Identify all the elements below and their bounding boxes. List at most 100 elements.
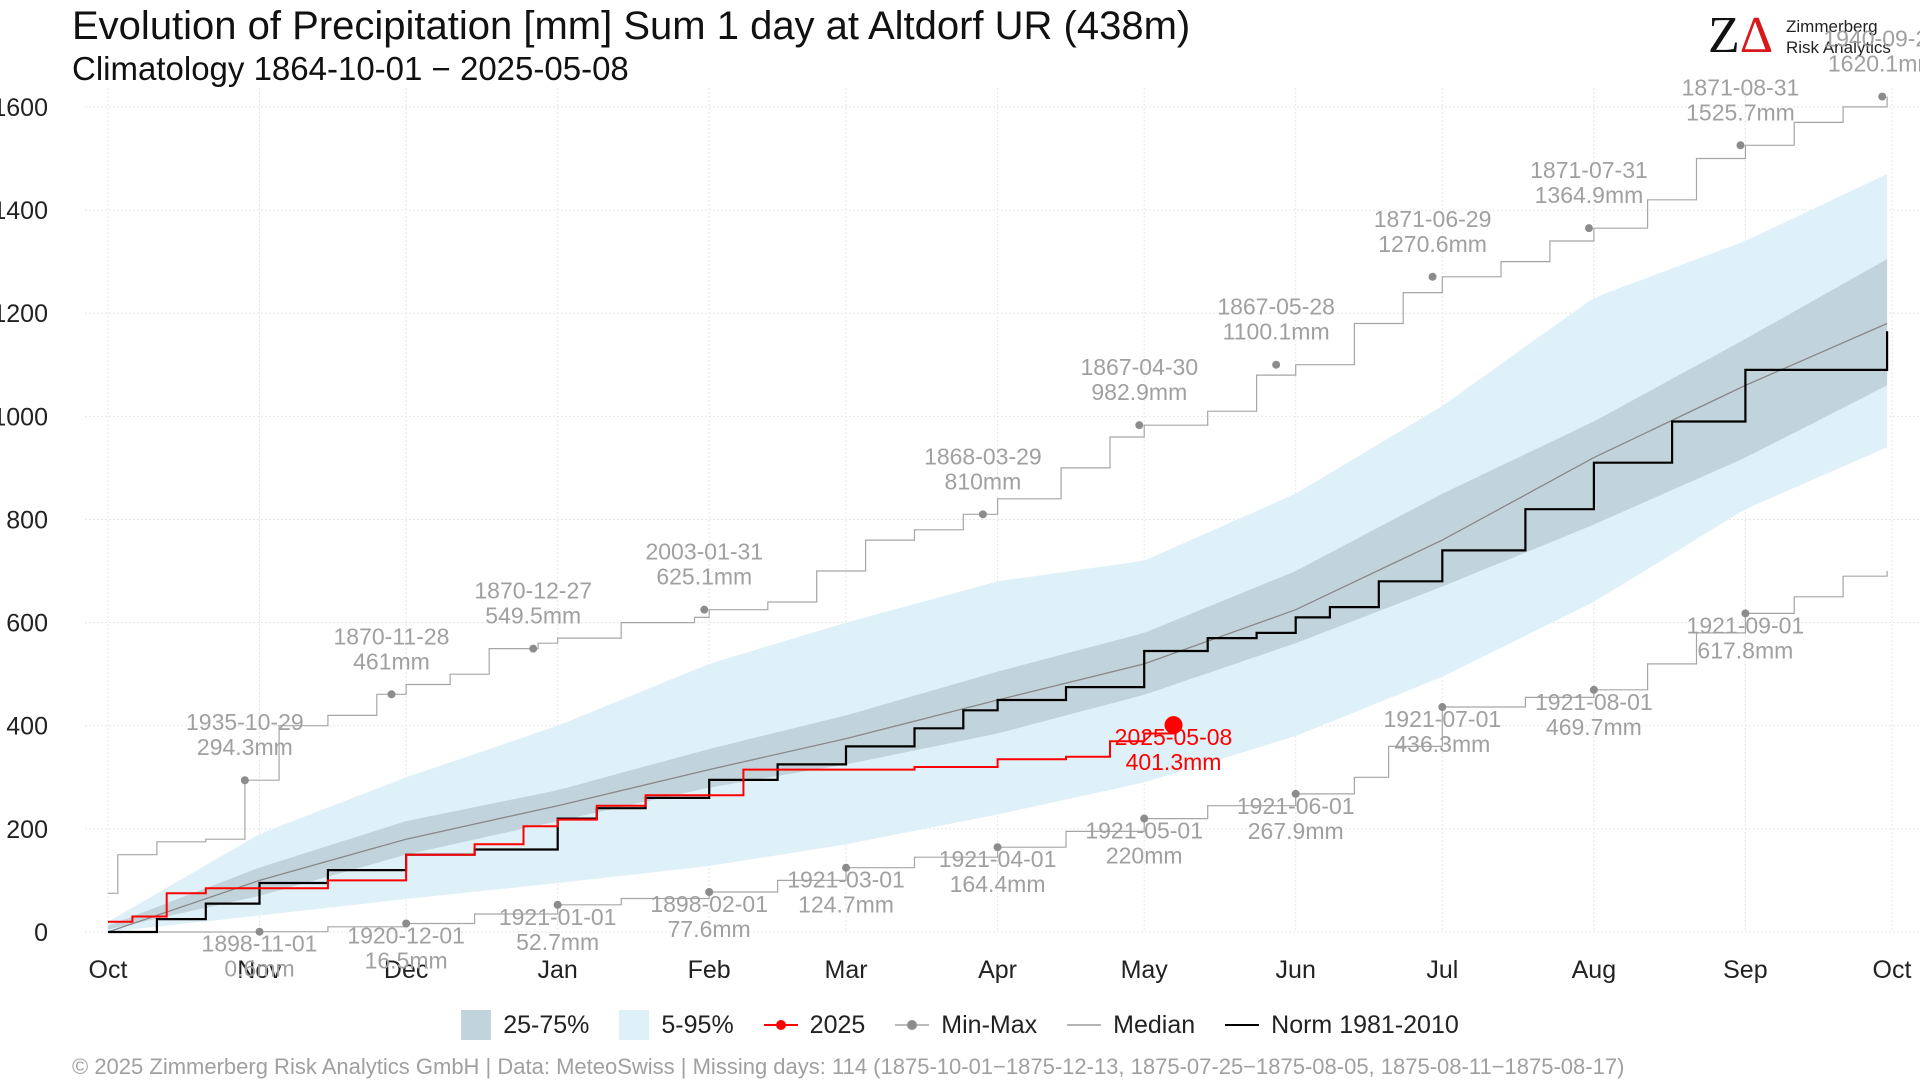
max-annotation-date: 1940-09-29: [1823, 26, 1920, 52]
min-annotation-point: [553, 900, 562, 909]
x-tick-label: Aug: [1572, 956, 1616, 984]
min-annotation-point: [255, 927, 264, 936]
max-annotation-value: 982.9mm: [1091, 379, 1187, 405]
company-logo: ZΔ Zimmerberg Risk Analytics: [1708, 8, 1908, 68]
legend-line-norm: [1225, 1024, 1260, 1026]
y-tick-label: 1600: [0, 94, 48, 122]
min-annotation-date: 1921-07-01: [1384, 706, 1502, 732]
max-annotation-date: 1870-11-28: [334, 623, 450, 649]
max-annotation-date: 1867-04-30: [1080, 354, 1198, 380]
min-annotation-date: 1921-04-01: [939, 846, 1057, 872]
x-tick-label: May: [1121, 956, 1169, 984]
max-annotation-point: [1736, 141, 1745, 150]
min-annotation-point: [1291, 789, 1300, 798]
logo-text: Zimmerberg Risk Analytics: [1786, 17, 1891, 57]
footer-credit: © 2025 Zimmerberg Risk Analytics GmbH | …: [72, 1054, 1625, 1079]
y-tick-label: 800: [6, 506, 48, 534]
legend-swatch-25-75: [461, 1010, 492, 1040]
y-tick-label: 0: [34, 919, 48, 947]
x-tick-label: Jul: [1426, 956, 1458, 984]
min-annotation-date: 1921-01-01: [499, 904, 617, 930]
max-annotation-date: 1871-08-31: [1682, 74, 1800, 100]
max-annotation-date: 1870-12-27: [474, 578, 592, 604]
max-annotation-date: 1871-06-29: [1374, 206, 1492, 232]
y-tick-label: 1000: [0, 403, 48, 431]
min-annotation-value: 77.6mm: [668, 916, 751, 942]
band-5-95: [108, 174, 1888, 932]
min-annotation-date: 1921-03-01: [787, 867, 905, 893]
legend-item-25-75: 25-75%: [461, 1010, 589, 1040]
max-annotation-point: [1878, 92, 1887, 101]
max-annotation-value: 810mm: [945, 468, 1022, 494]
max-annotation-value: 549.5mm: [485, 603, 581, 629]
y-tick-label: 400: [6, 713, 48, 741]
y-tick-label: 200: [6, 816, 48, 844]
min-annotation-value: 124.7mm: [798, 892, 894, 918]
min-annotation-point: [1741, 609, 1750, 618]
chart-subtitle: Climatology 1864-10-01 − 2025-05-08: [72, 50, 629, 87]
x-tick-label: Dec: [384, 956, 428, 984]
chart-title: Evolution of Precipitation [mm] Sum 1 da…: [72, 4, 1191, 48]
min-annotation-date: 1921-08-01: [1535, 689, 1653, 715]
x-tick-label: Nov: [237, 956, 282, 984]
legend-line-minmax: [895, 1020, 930, 1030]
x-tick-label: Apr: [978, 956, 1017, 984]
max-annotation-date: 1871-07-31: [1530, 157, 1648, 183]
max-annotation-value: 1620.1mm: [1828, 51, 1920, 77]
legend-line-2025: [763, 1020, 798, 1030]
current-annotation-value: 401.3mm: [1126, 749, 1222, 775]
current-annotation-date: 2025-05-08: [1115, 724, 1233, 750]
min-annotation-point: [705, 887, 714, 896]
y-tick-label: 1200: [0, 300, 48, 328]
max-annotation-date: 2003-01-31: [645, 539, 763, 565]
min-annotation-point: [842, 863, 851, 872]
min-annotation-point: [1140, 814, 1149, 823]
x-tick-label: Mar: [825, 956, 868, 984]
max-annotation-value: 625.1mm: [656, 564, 752, 590]
x-tick-label: Oct: [89, 956, 128, 984]
max-annotation-value: 461mm: [353, 648, 430, 674]
legend-item-5-95: 5-95%: [619, 1010, 734, 1040]
current-annotation-point: [1164, 716, 1183, 735]
max-annotation-point: [700, 605, 709, 614]
min-annotation-date: 1921-06-01: [1237, 793, 1355, 819]
legend-item-norm: Norm 1981-2010: [1225, 1011, 1459, 1040]
y-tick-label: 600: [6, 610, 48, 638]
max-annotation-point: [387, 690, 396, 699]
max-annotation-date: 1868-03-29: [924, 443, 1042, 469]
x-tick-label: Sep: [1723, 956, 1767, 984]
max-annotation-point: [1272, 360, 1281, 369]
max-annotation-value: 1270.6mm: [1378, 231, 1487, 257]
min-annotation-date: 1921-05-01: [1085, 818, 1203, 844]
max-annotation-point: [240, 776, 249, 785]
x-tick-label: Jan: [538, 956, 578, 984]
series-2025-line: [108, 725, 1175, 923]
min-annotation-value: 16.5mm: [365, 947, 448, 973]
max-annotation-point: [529, 644, 538, 653]
max-annotation-point: [978, 510, 987, 519]
legend-item-2025: 2025: [763, 1011, 865, 1040]
min-annotation-value: 267.9mm: [1248, 818, 1344, 844]
x-tick-label: Jun: [1276, 956, 1316, 984]
band-25-75: [108, 259, 1888, 930]
min-annotation-date: 1898-11-01: [202, 931, 318, 957]
min-annotation-value: 436.3mm: [1394, 731, 1490, 757]
legend-item-median: Median: [1067, 1011, 1195, 1040]
min-annotation-point: [402, 919, 411, 928]
max-annotation-value: 1525.7mm: [1686, 99, 1795, 125]
min-annotation-value: 617.8mm: [1697, 637, 1793, 663]
y-tick-label: 1400: [0, 197, 48, 225]
min-annotation-value: 0.6mm: [224, 956, 294, 982]
chart-legend: 25-75% 5-95% 2025 Min-Max Median Norm 19…: [0, 1010, 1920, 1040]
min-annotation-point: [993, 843, 1002, 852]
min-annotation-value: 469.7mm: [1546, 714, 1642, 740]
precipitation-chart: 0 200 400 600 800 1000 1200 1400 1600 Oct Nov Dec Ja…: [0, 26, 1920, 984]
max-annotation-value: 1364.9mm: [1535, 182, 1644, 208]
legend-line-median: [1067, 1024, 1102, 1026]
min-annotation-value: 52.7mm: [516, 929, 599, 955]
min-annotation-point: [1438, 703, 1447, 712]
max-annotation-value: 1100.1mm: [1223, 319, 1330, 345]
x-tick-label: Feb: [688, 956, 731, 984]
max-annotation-point: [1584, 224, 1593, 233]
series-min-line: [108, 571, 1888, 933]
